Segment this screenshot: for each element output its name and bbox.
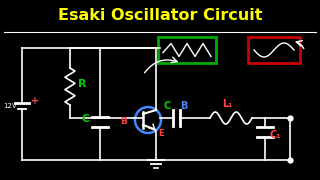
Text: E: E bbox=[158, 129, 164, 138]
Text: Esaki Oscillator Circuit: Esaki Oscillator Circuit bbox=[58, 8, 262, 24]
Text: 12V: 12V bbox=[3, 103, 17, 109]
Text: R: R bbox=[78, 79, 86, 89]
Bar bbox=[248, 37, 300, 63]
Text: C: C bbox=[82, 114, 90, 124]
Text: C: C bbox=[164, 101, 171, 111]
Text: B: B bbox=[120, 118, 127, 127]
Text: +: + bbox=[31, 96, 39, 106]
Text: C₁: C₁ bbox=[270, 130, 282, 140]
Text: L₁: L₁ bbox=[222, 99, 233, 109]
Text: B: B bbox=[180, 101, 188, 111]
Bar bbox=[158, 37, 216, 63]
